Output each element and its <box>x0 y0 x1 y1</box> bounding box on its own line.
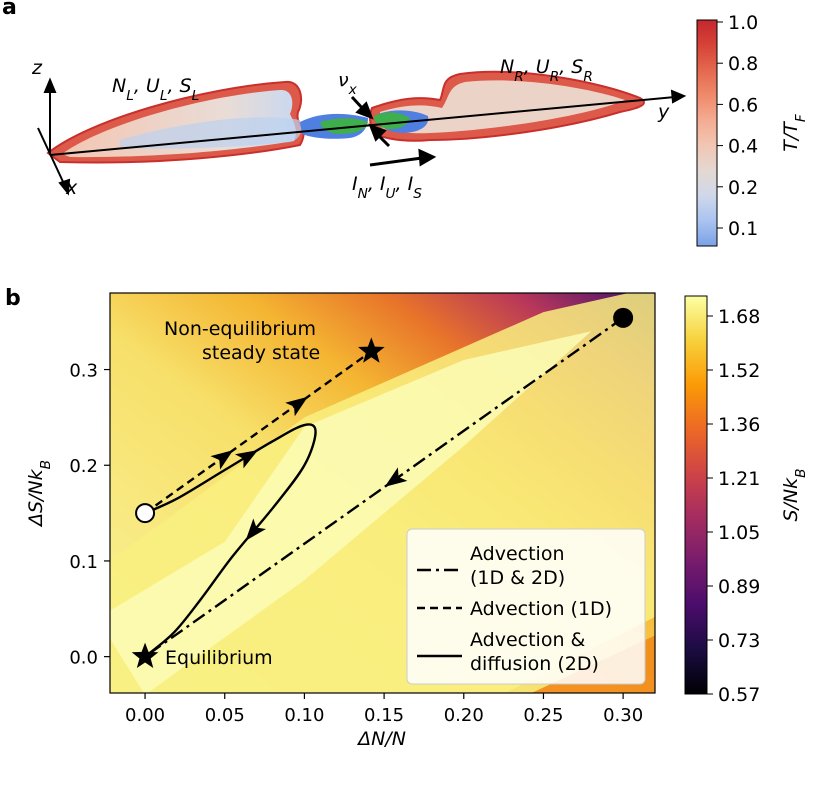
arrow-solid-up <box>234 450 259 469</box>
x-tick-label: 0.20 <box>444 705 484 726</box>
x-tick-label: 0.25 <box>523 705 563 726</box>
entropy-colorbar: 1.68 1.52 1.36 1.21 1.05 0.89 0.73 0.57 S/NkB <box>684 295 809 706</box>
steady-state-star <box>358 337 385 363</box>
entropy-colorbar-tick: 0.57 <box>718 684 760 706</box>
arrow-dashdot <box>384 467 408 487</box>
legend-label: Advection <box>470 543 565 565</box>
temperature-colorbar-tick: 1.0 <box>728 12 758 34</box>
temperature-colorbar-tick: 0.6 <box>728 94 758 116</box>
z-axis-label: z <box>31 57 43 79</box>
equilibrium-label: Equilibrium <box>165 647 273 669</box>
x-tick-label: 0.05 <box>205 705 245 726</box>
panel-b-label: b <box>5 286 21 311</box>
nu-x-arrows <box>350 95 437 167</box>
arrow-dashed-2 <box>285 396 308 417</box>
series-line-dashed <box>144 350 373 515</box>
arrow-dashed-1 <box>210 450 234 470</box>
temperature-colorbar-tick: 0.2 <box>728 177 758 199</box>
y-axis-label: y <box>657 101 670 123</box>
y-tick-label: 0.0 <box>69 648 98 669</box>
currents-label: IN, IU, IS <box>352 173 422 202</box>
start-filled-circle <box>613 307 634 328</box>
temperature-colorbar-tick: 0.1 <box>728 218 758 240</box>
y-axis-arrowhead <box>670 89 687 104</box>
trajectory-series <box>144 316 624 658</box>
x-tick-label: 0.30 <box>603 705 643 726</box>
right-reservoir-cloud <box>369 70 645 142</box>
series-line-dashdot <box>144 316 624 658</box>
y-ticks: 0.0 0.1 0.2 0.3 <box>69 361 110 669</box>
entropy-colorbar-tick: 1.52 <box>718 360 760 382</box>
legend-label: Advection & <box>470 629 586 651</box>
z-axis-arrowhead <box>43 77 57 93</box>
temperature-colorbar-label: T/TF <box>780 113 809 152</box>
x-tick-label: 0.15 <box>364 705 404 726</box>
start-open-circle <box>135 503 156 524</box>
x-tick-label: 0.10 <box>284 705 324 726</box>
legend-label-line2: diffusion (2D) <box>470 653 599 675</box>
equilibrium-star <box>131 642 159 668</box>
entropy-colorbar-tick: 1.68 <box>718 306 760 328</box>
x-axis-label: x <box>65 177 78 199</box>
left-reservoir-label: NL, UL, SL <box>112 75 199 104</box>
temperature-colorbar-tick: 0.8 <box>728 53 758 75</box>
arrow-solid-down <box>245 518 267 541</box>
series-line-solid <box>144 423 317 658</box>
entropy-colorbar-tick: 0.89 <box>718 576 760 598</box>
y-tick-label: 0.3 <box>69 361 98 382</box>
entropy-colorbar-tick: 1.36 <box>718 414 760 436</box>
right-reservoir-label: NR, UR, SR <box>500 56 593 85</box>
entropy-colorbar-tick: 1.05 <box>718 522 760 544</box>
legend-box <box>406 528 646 685</box>
panel-a-axes <box>37 77 687 196</box>
legend-label: Advection (1D) <box>470 598 612 620</box>
y-axis-line <box>49 96 676 156</box>
y-tick-label: 0.2 <box>69 456 98 477</box>
legend: Advection(1D & 2D) Advection (1D) Advectio… <box>406 528 646 685</box>
trajectory-markers <box>131 307 634 668</box>
left-reservoir-cloud <box>46 80 368 164</box>
temperature-colorbar: 1.0 0.8 0.6 0.4 0.2 0.1 T/TF <box>696 12 809 247</box>
legend-label-line2: (1D & 2D) <box>470 567 565 589</box>
x-axis-title: ΔN/N <box>356 728 406 750</box>
entropy-colorbar-tick: 0.73 <box>718 630 760 652</box>
entropy-colorbar-label: S/NkB <box>780 468 809 521</box>
temperature-colorbar-tick: 0.4 <box>728 136 758 158</box>
plot-frame <box>109 292 656 694</box>
x-tick-label: 0.00 <box>125 705 165 726</box>
x-axis-arrowhead <box>58 178 71 196</box>
y-axis-title: ΔS/NkB <box>25 460 54 528</box>
nu-x-label: νx <box>338 69 358 98</box>
nes-label-line2: steady state <box>202 342 320 364</box>
panel-a-label: a <box>2 0 17 20</box>
y-tick-label: 0.1 <box>69 552 98 573</box>
entropy-colorbar-tick: 1.21 <box>718 468 760 490</box>
x-axis-line <box>37 127 66 187</box>
x-ticks: 0.00 0.05 0.10 0.15 0.20 0.25 0.30 <box>125 693 643 726</box>
nes-label-line1: Non-equilibrium <box>164 318 316 340</box>
